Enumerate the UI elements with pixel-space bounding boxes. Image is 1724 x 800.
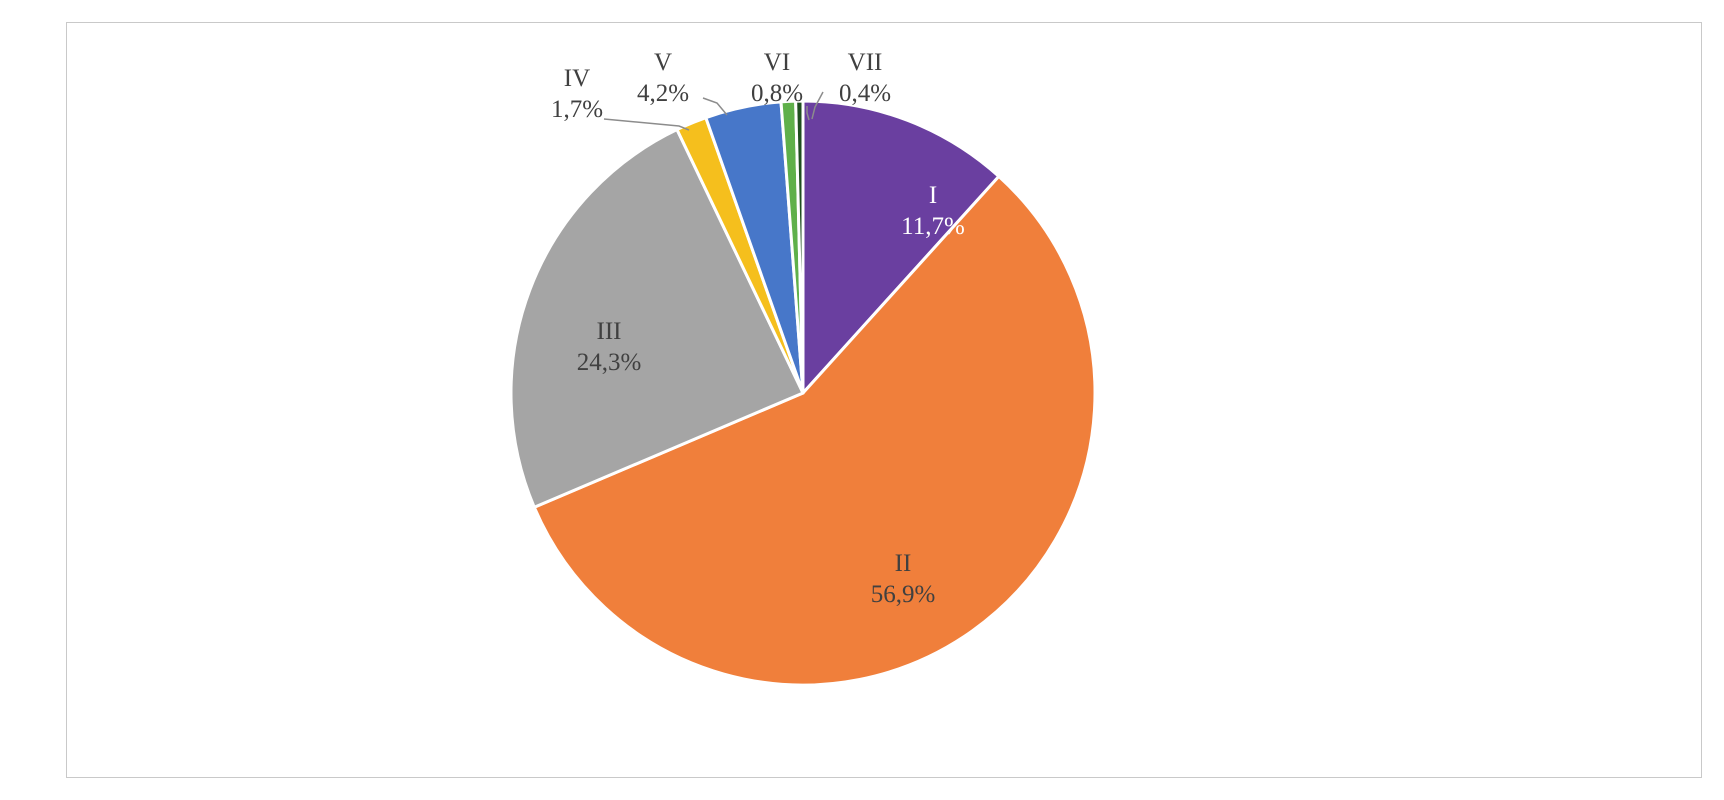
slice-category-label-iii: III [597, 318, 622, 345]
slice-value-label-iii: 24,3% [577, 349, 642, 376]
pie-slices [509, 99, 1097, 687]
slice-category-label-vi: VI [764, 49, 790, 76]
leader-lines [603, 91, 824, 131]
slice-value-label-iv: 1,7% [551, 96, 603, 123]
slice-value-label-vi: 0,8% [751, 80, 803, 107]
slice-category-label-v: V [654, 49, 672, 76]
chart-frame: I 11,7% II 56,9% III 24,3% IV 1,7% V 4,2% VI 0,8% VI… [66, 22, 1702, 778]
leader-line-vi [806, 106, 810, 121]
pie-slice-ii [532, 174, 1097, 687]
slice-value-label-ii: 56,9% [871, 581, 936, 608]
leader-line-iv [603, 118, 690, 131]
pie-chart: I 11,7% II 56,9% III 24,3% IV 1,7% V 4,2% VI 0,8% VI… [509, 49, 1097, 687]
slice-labels: I 11,7% II 56,9% III 24,3% IV 1,7% V 4,2% VI 0,8% VI… [551, 49, 965, 608]
slice-category-label-vii: VII [848, 49, 883, 76]
slice-category-label-iv: IV [564, 65, 590, 92]
leader-line-v [702, 97, 728, 116]
slice-value-label-i: 11,7% [901, 213, 965, 240]
pie-slice-i [801, 99, 1001, 395]
pie-slice-iii [509, 128, 805, 509]
pie-slice-vii [794, 99, 805, 395]
leader-line-vii [811, 91, 824, 120]
slice-value-label-vii: 0,4% [839, 80, 891, 107]
slice-category-label-ii: II [895, 550, 912, 577]
slice-category-label-i: I [929, 182, 937, 209]
slice-value-label-v: 4,2% [637, 80, 689, 107]
